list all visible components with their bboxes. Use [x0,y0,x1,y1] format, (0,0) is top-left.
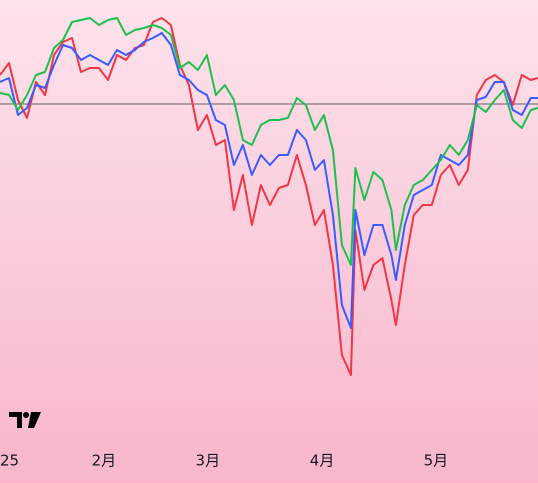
series-line [0,32,538,329]
tradingview-logo [9,412,41,428]
x-tick-label: 4月 [310,452,335,470]
x-tick-label: 2025 [0,452,19,470]
x-tick-label: 2月 [92,452,117,470]
series-line [0,17,538,376]
x-tick-label: 3月 [196,452,221,470]
x-tick-label: 5月 [424,452,449,470]
series-line [0,17,538,266]
